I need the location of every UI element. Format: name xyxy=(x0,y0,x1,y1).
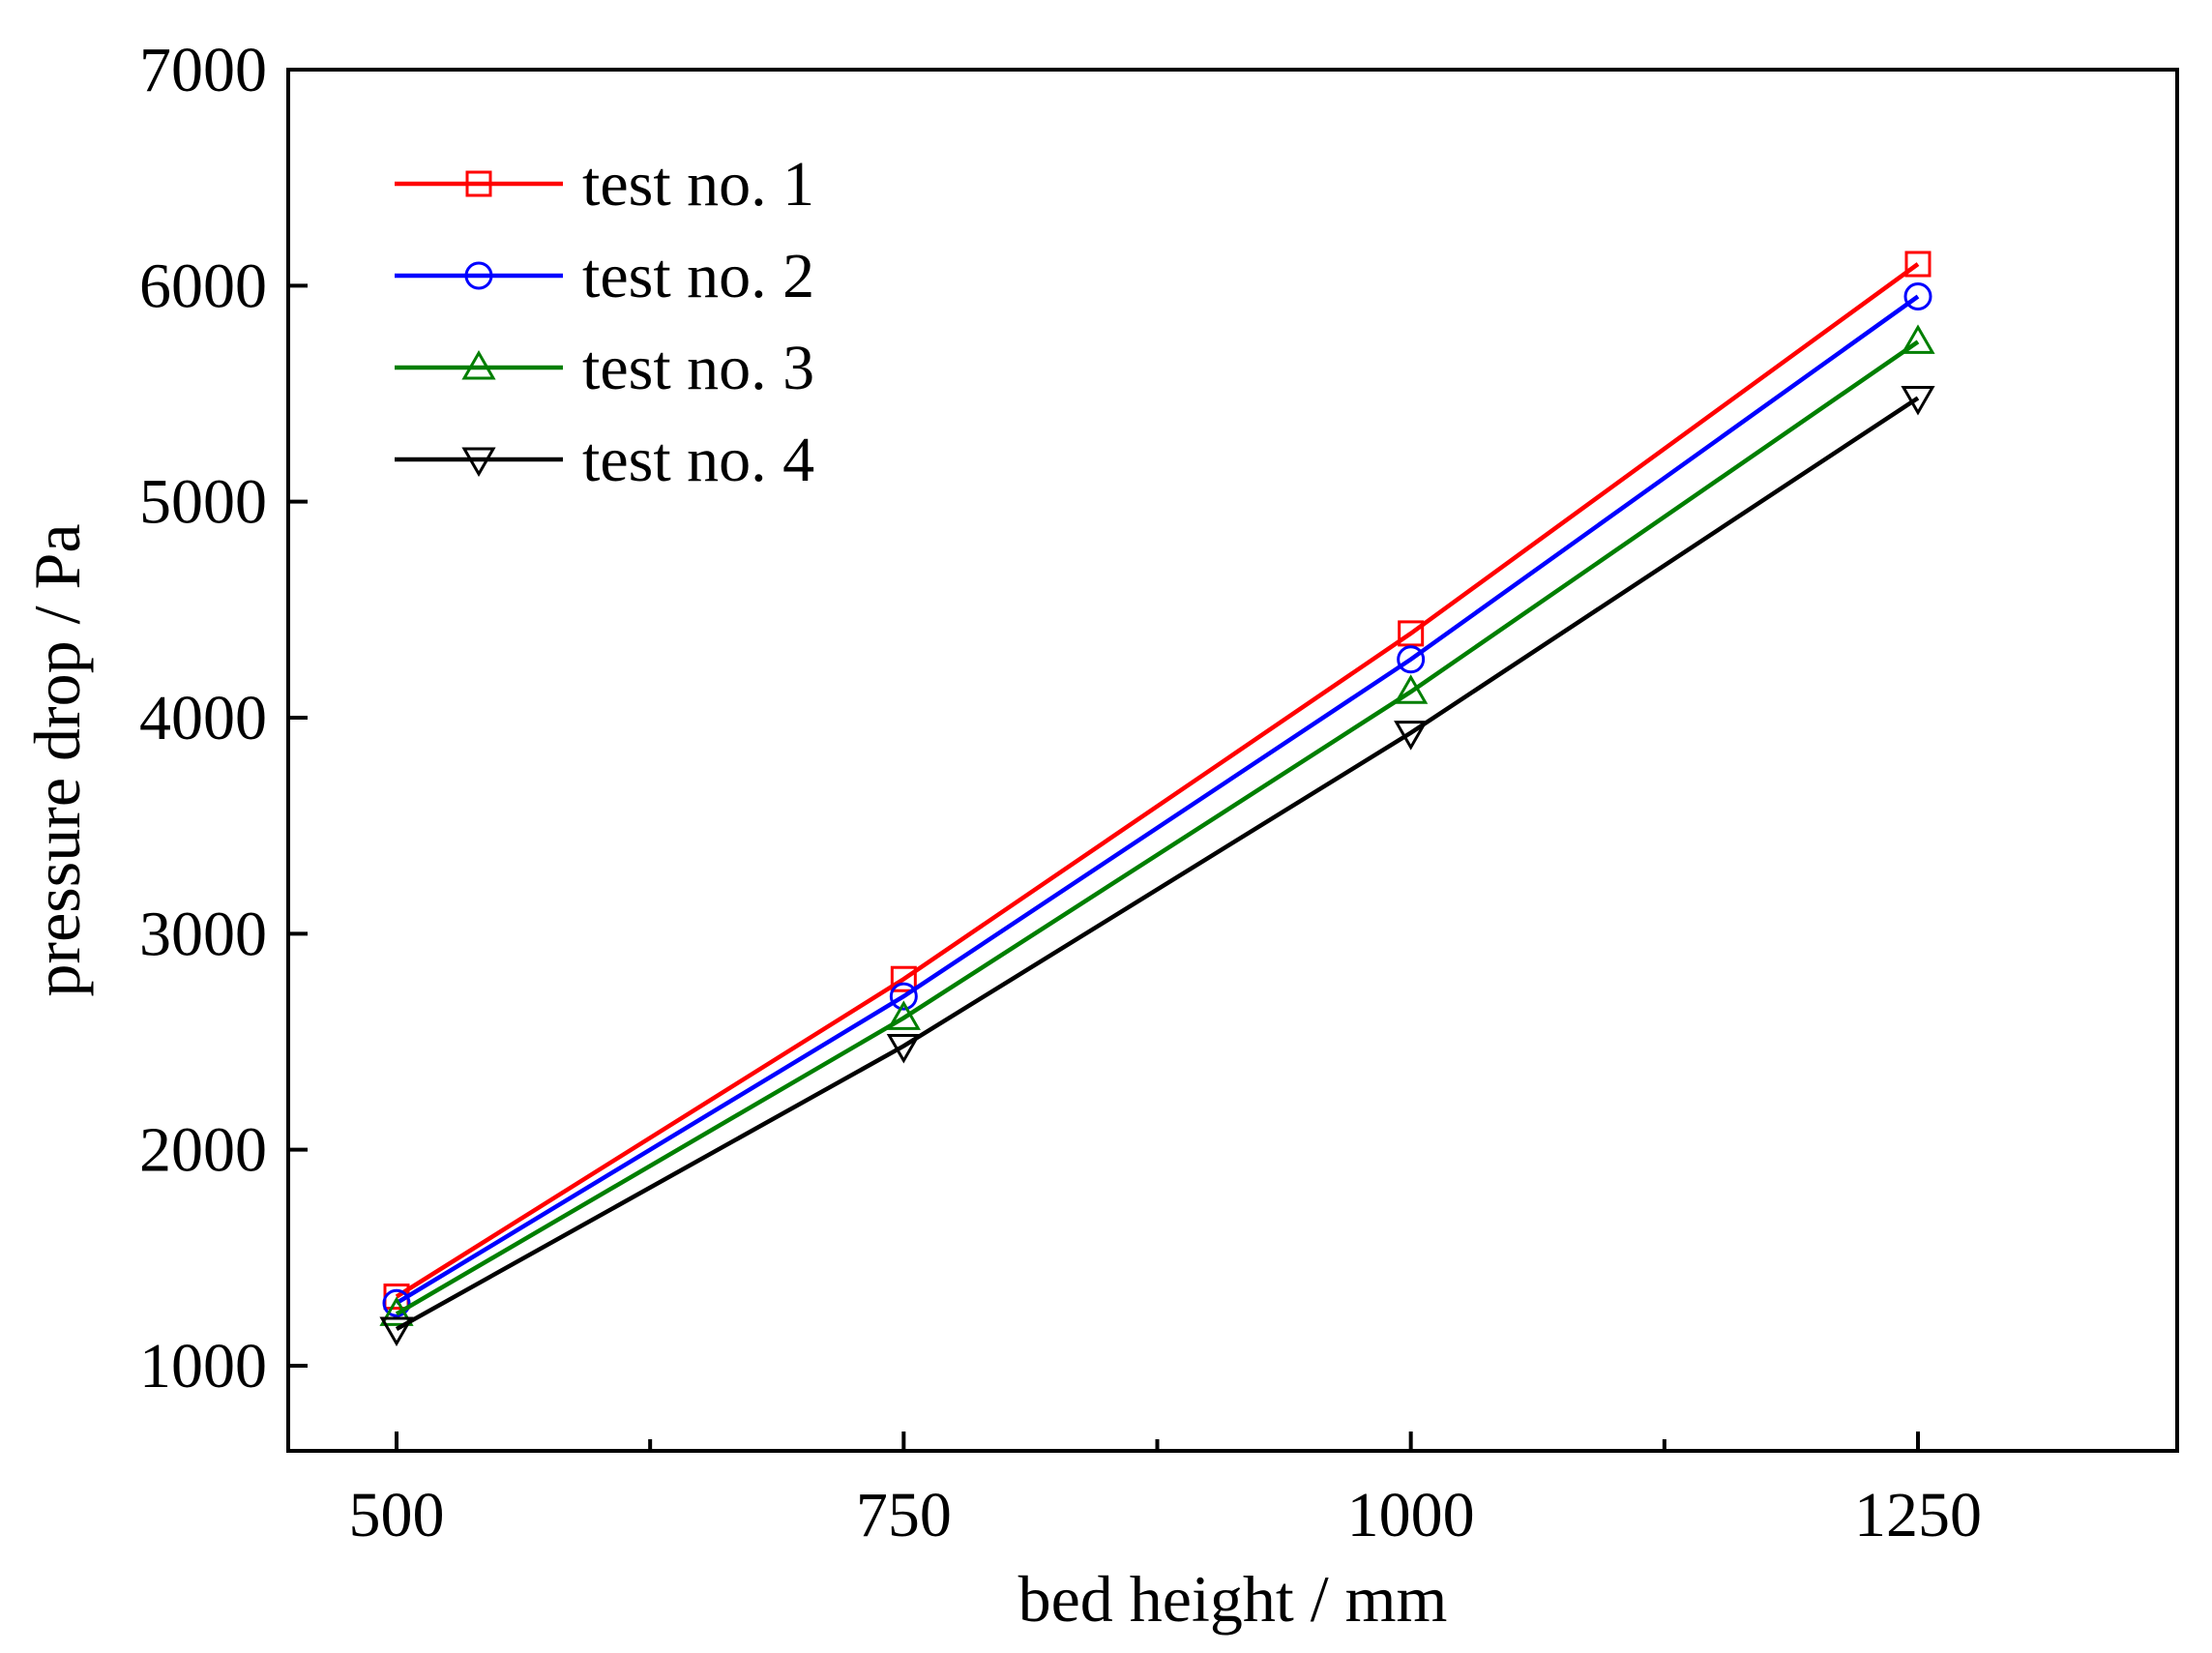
x-tick-label: 500 xyxy=(349,1480,445,1550)
data-point xyxy=(1394,674,1429,704)
y-tick-label: 7000 xyxy=(139,35,267,105)
legend-label: test no. 3 xyxy=(582,333,814,403)
data-point xyxy=(886,1033,921,1064)
series-line xyxy=(395,262,1920,1299)
legend-label: test no. 1 xyxy=(582,149,814,220)
data-point xyxy=(379,1316,414,1347)
series-1 xyxy=(383,251,1932,1311)
legend-item: test no. 1 xyxy=(395,149,814,220)
series-line xyxy=(395,294,1920,1306)
data-point xyxy=(890,965,917,992)
legend-marker xyxy=(461,447,496,478)
data-point xyxy=(889,982,918,1011)
legend-label: test no. 2 xyxy=(582,241,814,311)
x-tick-label: 750 xyxy=(856,1480,952,1550)
legend: test no. 1 test no. 2 test no. 3 test no. 4 xyxy=(395,149,814,495)
x-tick-label: 1000 xyxy=(1347,1480,1475,1550)
data-point xyxy=(886,1000,921,1030)
y-tick-label: 6000 xyxy=(139,251,267,321)
data-point xyxy=(382,1288,411,1317)
legend-item: test no. 3 xyxy=(395,333,814,403)
data-point xyxy=(1394,721,1429,751)
data-point xyxy=(1398,620,1425,647)
legend-label: test no. 4 xyxy=(582,425,814,495)
data-point xyxy=(1397,645,1426,674)
legend-item: test no. 2 xyxy=(395,241,814,311)
series-2 xyxy=(382,282,1932,1317)
legend-item: test no. 4 xyxy=(395,425,814,495)
data-point xyxy=(1903,282,1932,310)
data-point xyxy=(1901,385,1935,416)
plot-frame xyxy=(286,68,2179,1453)
y-axis-title: pressure drop / Pa xyxy=(20,523,94,996)
data-point xyxy=(1904,251,1932,278)
legend-marker xyxy=(461,349,496,380)
data-point xyxy=(1901,324,1935,354)
data-point xyxy=(379,1296,414,1326)
y-tick-label: 2000 xyxy=(139,1115,267,1186)
series-3 xyxy=(379,324,1935,1326)
y-tick-label: 4000 xyxy=(139,683,267,753)
y-tick-label: 1000 xyxy=(139,1331,267,1402)
x-axis-title: bed height / mm xyxy=(1018,1562,1448,1636)
legend-marker xyxy=(465,170,492,197)
x-tick-label: 1250 xyxy=(1854,1480,1982,1550)
y-tick-label: 5000 xyxy=(139,467,267,538)
axis-ticks: 1000 2000 3000 4000 5000 6000 7000 500 750 1000 12… xyxy=(139,35,1982,1550)
legend-marker xyxy=(464,261,493,290)
series-layer xyxy=(379,251,1935,1347)
series-line xyxy=(395,339,1920,1316)
series-line xyxy=(395,396,1920,1331)
series-4 xyxy=(379,385,1935,1347)
y-tick-label: 3000 xyxy=(139,899,267,969)
